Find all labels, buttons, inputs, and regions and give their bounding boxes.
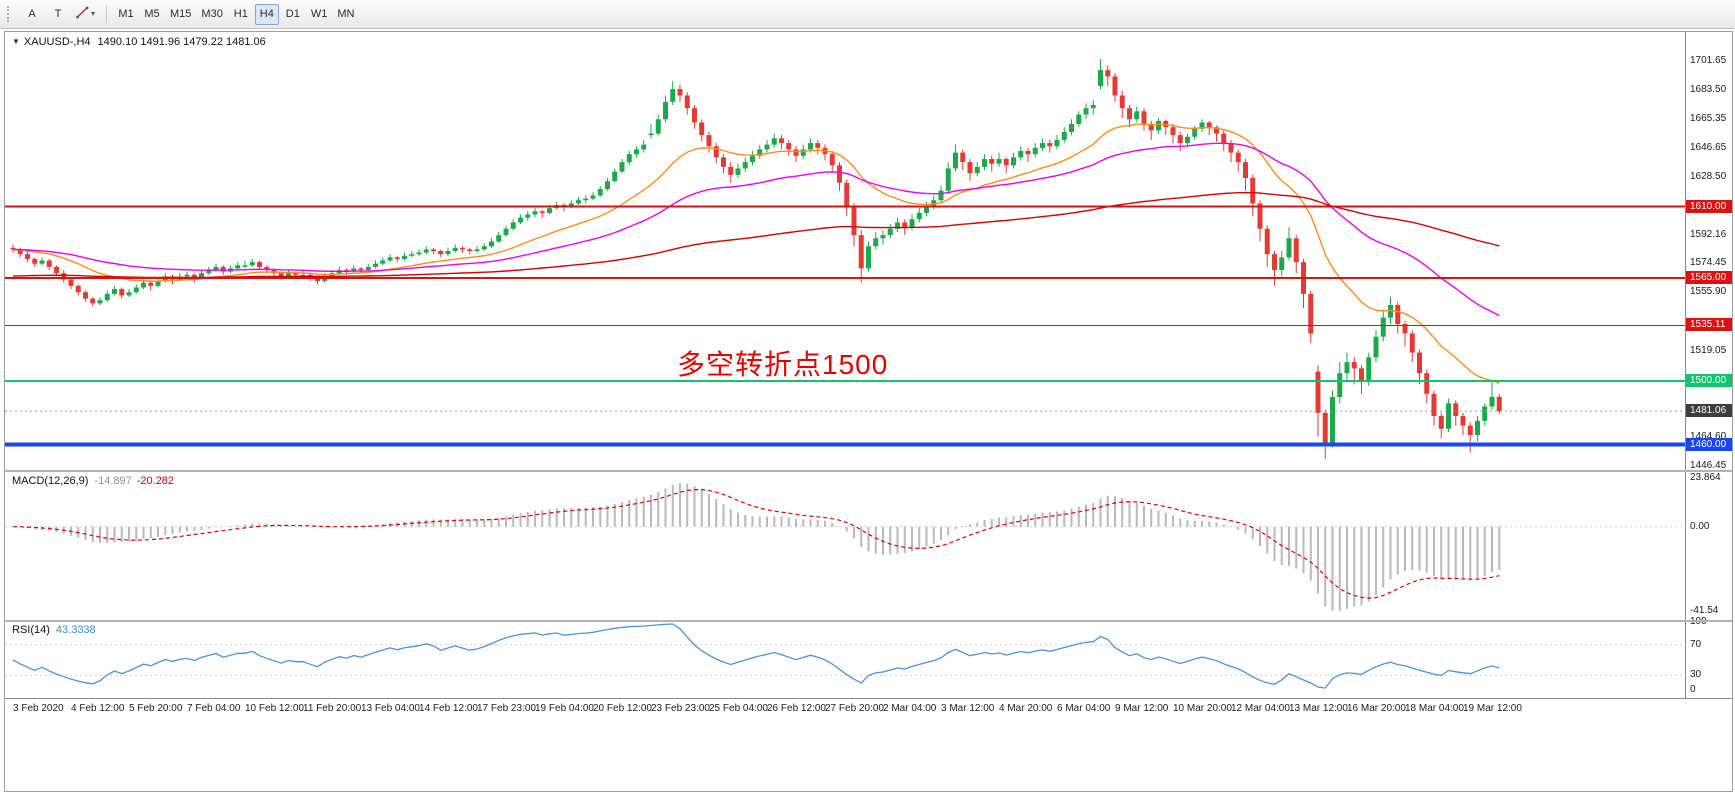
rsi-tick: 0 xyxy=(1690,684,1696,695)
chevron-down-icon: ▾ xyxy=(91,9,96,18)
chart-ohlc-values: 1490.10 1491.96 1479.22 1481.06 xyxy=(97,36,266,48)
time-label: 18 Mar 04:00 xyxy=(1405,703,1464,714)
time-label: 25 Feb 04:00 xyxy=(709,703,768,714)
timeframe-W1[interactable]: W1 xyxy=(310,8,328,20)
candles-layer xyxy=(10,58,1502,459)
time-label: 19 Feb 04:00 xyxy=(535,703,594,714)
moving-average-180 xyxy=(12,191,1500,279)
time-label: 3 Feb 2020 xyxy=(13,703,64,714)
time-label: 12 Mar 04:00 xyxy=(1231,703,1290,714)
timeframe-M15[interactable]: M15 xyxy=(170,8,192,20)
macd-signal-value: -20.282 xyxy=(136,475,175,487)
price-axis[interactable]: 1701.65 1683.50 1665.35 1646.65 1628.50 1592.… xyxy=(1685,32,1732,698)
time-label: 5 Feb 20:00 xyxy=(129,703,183,714)
main-chart-pane[interactable] xyxy=(5,32,1685,470)
toolbar-grip[interactable] xyxy=(7,6,13,22)
chart-window: ▼ XAUUSD-,H4 1490.10 1491.96 1479.22 1481.… xyxy=(4,31,1733,792)
moving-average-50 xyxy=(12,142,1500,317)
price-level-label: 1565.00 xyxy=(1686,270,1732,284)
time-label: 6 Mar 04:00 xyxy=(1057,703,1111,714)
main-toolbar: A T ▾ M1 M5 M15 M30 H1 H4 D1 W1 MN xyxy=(0,0,1735,29)
time-label: 16 Mar 20:00 xyxy=(1347,703,1406,714)
timeframe-H4[interactable]: H4 xyxy=(254,3,279,25)
price-tick: 1464.60 xyxy=(1690,431,1726,442)
time-axis-line xyxy=(5,698,1732,699)
price-tick: 1701.65 xyxy=(1690,55,1727,67)
chart-symbol-period: XAUUSD-,H4 xyxy=(23,36,91,48)
macd-name: MACD(12,26,9) xyxy=(12,475,89,487)
macd-pane[interactable] xyxy=(5,472,1685,620)
time-label: 2 Mar 04:00 xyxy=(883,703,937,714)
rsi-name: RSI(14) xyxy=(12,624,50,636)
time-label: 4 Mar 20:00 xyxy=(999,703,1053,714)
macd-main-value: -14.897 xyxy=(94,475,132,487)
timeframe-D1[interactable]: D1 xyxy=(285,8,300,20)
macd-histogram xyxy=(19,483,1501,611)
time-label: 20 Feb 12:00 xyxy=(593,703,652,714)
rsi-tick: 70 xyxy=(1690,638,1702,650)
timeframe-H1[interactable]: H1 xyxy=(233,8,248,20)
rsi-pane[interactable] xyxy=(5,622,1685,698)
rsi-label: RSI(14) 43.3338 xyxy=(12,624,96,636)
chart-menu-icon[interactable]: ▼ xyxy=(12,37,20,46)
time-label: 23 Feb 23:00 xyxy=(651,703,710,714)
price-level-label: 1610.00 xyxy=(1686,199,1732,213)
macd-tick: 0.00 xyxy=(1690,520,1710,532)
time-label: 9 Mar 12:00 xyxy=(1115,703,1169,714)
timeframe-MN[interactable]: MN xyxy=(337,8,355,20)
time-label: 13 Feb 04:00 xyxy=(361,703,420,714)
chart-title: ▼ XAUUSD-,H4 1490.10 1491.96 1479.22 1481.… xyxy=(12,36,266,48)
macd-label: MACD(12,26,9) -14.897 -20.282 xyxy=(12,475,174,487)
time-label: 4 Feb 12:00 xyxy=(71,703,125,714)
time-label: 27 Feb 20:00 xyxy=(825,703,884,714)
time-label: 19 Mar 12:00 xyxy=(1463,703,1522,714)
rsi-value: 43.3338 xyxy=(55,624,96,636)
trendline-icon xyxy=(76,6,89,22)
price-tick: 1646.65 xyxy=(1690,142,1727,154)
price-tick: 1628.50 xyxy=(1690,171,1727,183)
timeframe-group: M1 M5 M15 M30 H1 H4 D1 W1 MN xyxy=(113,3,359,25)
time-label: 10 Feb 12:00 xyxy=(245,703,304,714)
price-level-label: 1500.00 xyxy=(1686,374,1732,388)
price-tick: 1555.90 xyxy=(1690,286,1727,298)
time-label: 14 Feb 12:00 xyxy=(419,703,478,714)
price-level-label: 1460.00 xyxy=(1686,437,1732,451)
price-tick: 1446.45 xyxy=(1690,460,1727,472)
price-tick: 1665.35 xyxy=(1690,112,1727,124)
time-label: 26 Feb 12:00 xyxy=(767,703,826,714)
macd-tick: 23.864 xyxy=(1690,472,1721,484)
price-level-label: 1535.11 xyxy=(1686,318,1732,332)
price-tick: 1592.16 xyxy=(1690,228,1727,240)
price-tick: 1519.05 xyxy=(1690,344,1727,356)
price-tick: 1574.45 xyxy=(1690,256,1727,268)
pane-splitter-rsi[interactable] xyxy=(5,620,1732,622)
time-axis[interactable]: 3 Feb 2020 4 Feb 12:00 5 Feb 20:00 7 Feb 04… xyxy=(5,701,1685,717)
price-tick: 1683.50 xyxy=(1690,83,1727,95)
chart-annotation-text[interactable]: 多空转折点1500 xyxy=(677,348,889,380)
time-label: 10 Mar 20:00 xyxy=(1173,703,1232,714)
timeframe-M1[interactable]: M1 xyxy=(118,8,134,20)
moving-average-20 xyxy=(12,123,1500,385)
time-label: 17 Feb 23:00 xyxy=(477,703,536,714)
time-label: 3 Mar 12:00 xyxy=(941,703,995,714)
tool-a-button[interactable]: A xyxy=(28,8,36,20)
objects-dropdown-button[interactable]: ▾ xyxy=(72,4,99,25)
timeframe-M30[interactable]: M30 xyxy=(201,8,223,20)
timeframe-M5[interactable]: M5 xyxy=(144,8,160,20)
time-label: 13 Mar 12:00 xyxy=(1289,703,1348,714)
macd-tick: -41.54 xyxy=(1690,604,1719,616)
tool-t-button[interactable]: T xyxy=(54,8,62,20)
pane-splitter-macd[interactable] xyxy=(5,470,1732,472)
time-label: 11 Feb 20:00 xyxy=(303,703,362,714)
macd-signal-line xyxy=(12,489,1500,599)
bid-price-label: 1481.06 xyxy=(1686,404,1732,418)
rsi-tick: 30 xyxy=(1690,669,1702,681)
toolbar-separator xyxy=(106,5,108,23)
rsi-line xyxy=(12,623,1500,689)
time-label: 7 Feb 04:00 xyxy=(187,703,241,714)
